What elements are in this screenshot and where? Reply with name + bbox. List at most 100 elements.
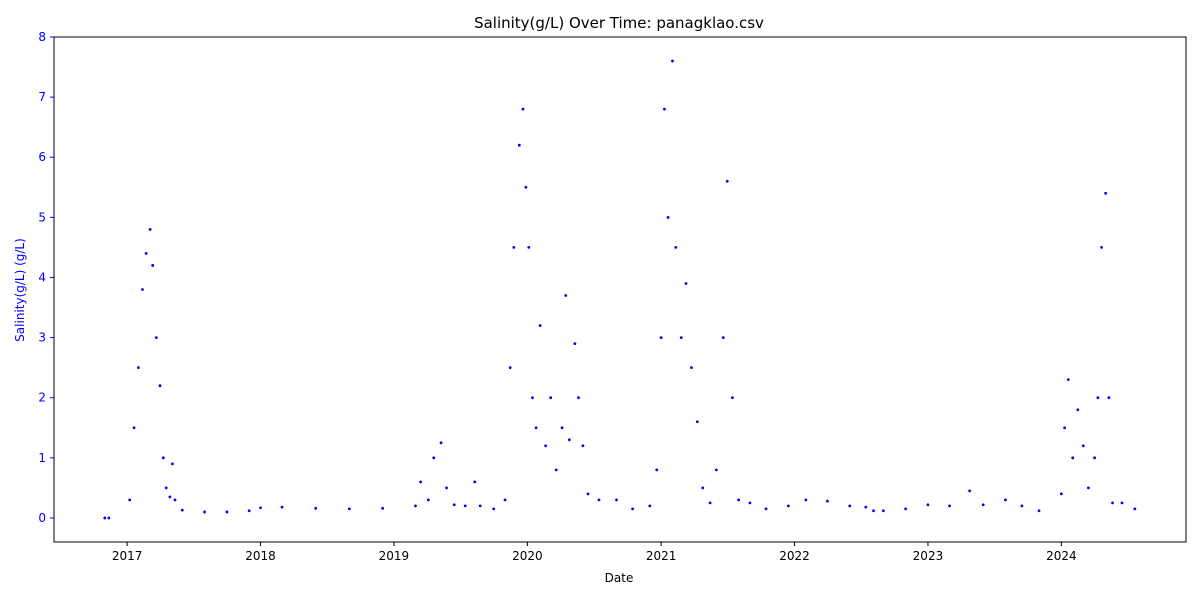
data-point <box>804 498 808 502</box>
data-point <box>527 246 531 249</box>
data-point <box>615 498 618 502</box>
data-point <box>168 495 172 499</box>
chart-title: Salinity(g/L) Over Time: panagklao.csv <box>474 14 764 32</box>
data-point <box>531 396 534 400</box>
data-point <box>721 336 725 339</box>
data-point <box>151 264 155 267</box>
data-point <box>786 504 790 508</box>
data-point <box>544 444 548 448</box>
data-point <box>538 324 542 327</box>
y-tick-label: 3 <box>38 331 46 345</box>
data-point <box>503 498 507 502</box>
data-point <box>968 489 972 493</box>
y-tick-label: 1 <box>38 451 46 465</box>
data-point <box>426 498 430 502</box>
data-point <box>926 503 930 507</box>
y-tick-label: 6 <box>38 150 46 164</box>
data-point <box>419 480 423 484</box>
y-tick-label: 4 <box>38 270 46 284</box>
data-point <box>128 498 132 502</box>
data-point <box>848 504 852 508</box>
data-point <box>663 107 666 111</box>
data-point <box>478 504 482 508</box>
data-point <box>148 227 152 231</box>
data-point <box>508 366 512 370</box>
data-point <box>1096 396 1100 400</box>
data-point <box>259 506 262 510</box>
data-point <box>414 504 417 508</box>
data-point <box>158 384 162 388</box>
data-point <box>1087 486 1090 490</box>
data-point <box>564 294 568 297</box>
data-point <box>655 468 659 472</box>
data-point <box>203 510 206 514</box>
data-point <box>577 396 580 400</box>
data-point <box>904 507 908 511</box>
data-point <box>679 336 683 339</box>
data-point <box>381 506 384 510</box>
x-axis-label: Date <box>605 571 634 585</box>
data-point <box>1066 378 1070 382</box>
data-point <box>144 252 148 255</box>
data-point <box>881 509 885 513</box>
data-point <box>1076 408 1080 412</box>
data-point <box>347 507 351 511</box>
data-point <box>280 505 284 509</box>
data-point <box>690 366 693 370</box>
data-point <box>164 486 168 490</box>
data-point <box>674 246 678 249</box>
data-point <box>1020 504 1024 508</box>
x-tick-label: 2020 <box>512 549 543 563</box>
data-point <box>132 426 136 430</box>
data-point <box>560 426 564 430</box>
x-tick-label: 2023 <box>913 549 944 563</box>
data-point <box>154 336 158 339</box>
y-tick-label: 8 <box>38 30 46 44</box>
data-point <box>445 486 448 490</box>
y-axis-label: Salinity(g/L) (g/L) <box>13 238 27 342</box>
data-point <box>1120 501 1124 505</box>
data-point <box>684 282 688 285</box>
plot-frame <box>53 36 1187 543</box>
data-point <box>473 480 477 484</box>
data-point <box>1004 498 1007 502</box>
data-point <box>826 499 829 503</box>
data-point <box>573 342 577 346</box>
y-tick-label: 0 <box>38 511 46 525</box>
data-point <box>534 426 538 430</box>
data-point <box>1071 456 1075 460</box>
data-point <box>107 516 111 520</box>
x-axis: 2017 2018 2019 2020 2021 2022 2023 2024 <box>112 542 1077 563</box>
x-tick-label: 2024 <box>1046 549 1077 563</box>
data-point <box>1063 426 1067 430</box>
data-point <box>512 246 516 249</box>
data-point <box>247 509 251 513</box>
data-point <box>1100 246 1103 249</box>
data-points-layer <box>103 59 1137 520</box>
x-tick-label: 2018 <box>245 549 276 563</box>
data-point <box>659 336 663 339</box>
data-point <box>439 441 443 445</box>
data-point <box>521 107 525 111</box>
data-point <box>864 505 868 509</box>
data-point <box>671 59 674 63</box>
data-point <box>631 507 635 511</box>
data-point <box>1104 191 1107 195</box>
data-point <box>1107 396 1111 400</box>
data-point <box>549 396 553 400</box>
data-point <box>725 179 729 183</box>
data-point <box>708 501 712 505</box>
x-tick-label: 2021 <box>646 549 677 563</box>
data-point <box>731 396 734 400</box>
y-axis: 0 1 2 3 4 5 6 7 8 <box>38 30 54 525</box>
data-point <box>173 498 177 502</box>
data-point <box>1037 509 1041 513</box>
data-point <box>586 492 590 496</box>
data-point <box>1081 444 1085 448</box>
data-point <box>137 366 140 370</box>
y-tick-label: 2 <box>38 391 46 405</box>
data-point <box>171 462 174 466</box>
data-point <box>981 503 985 507</box>
x-tick-label: 2022 <box>779 549 810 563</box>
